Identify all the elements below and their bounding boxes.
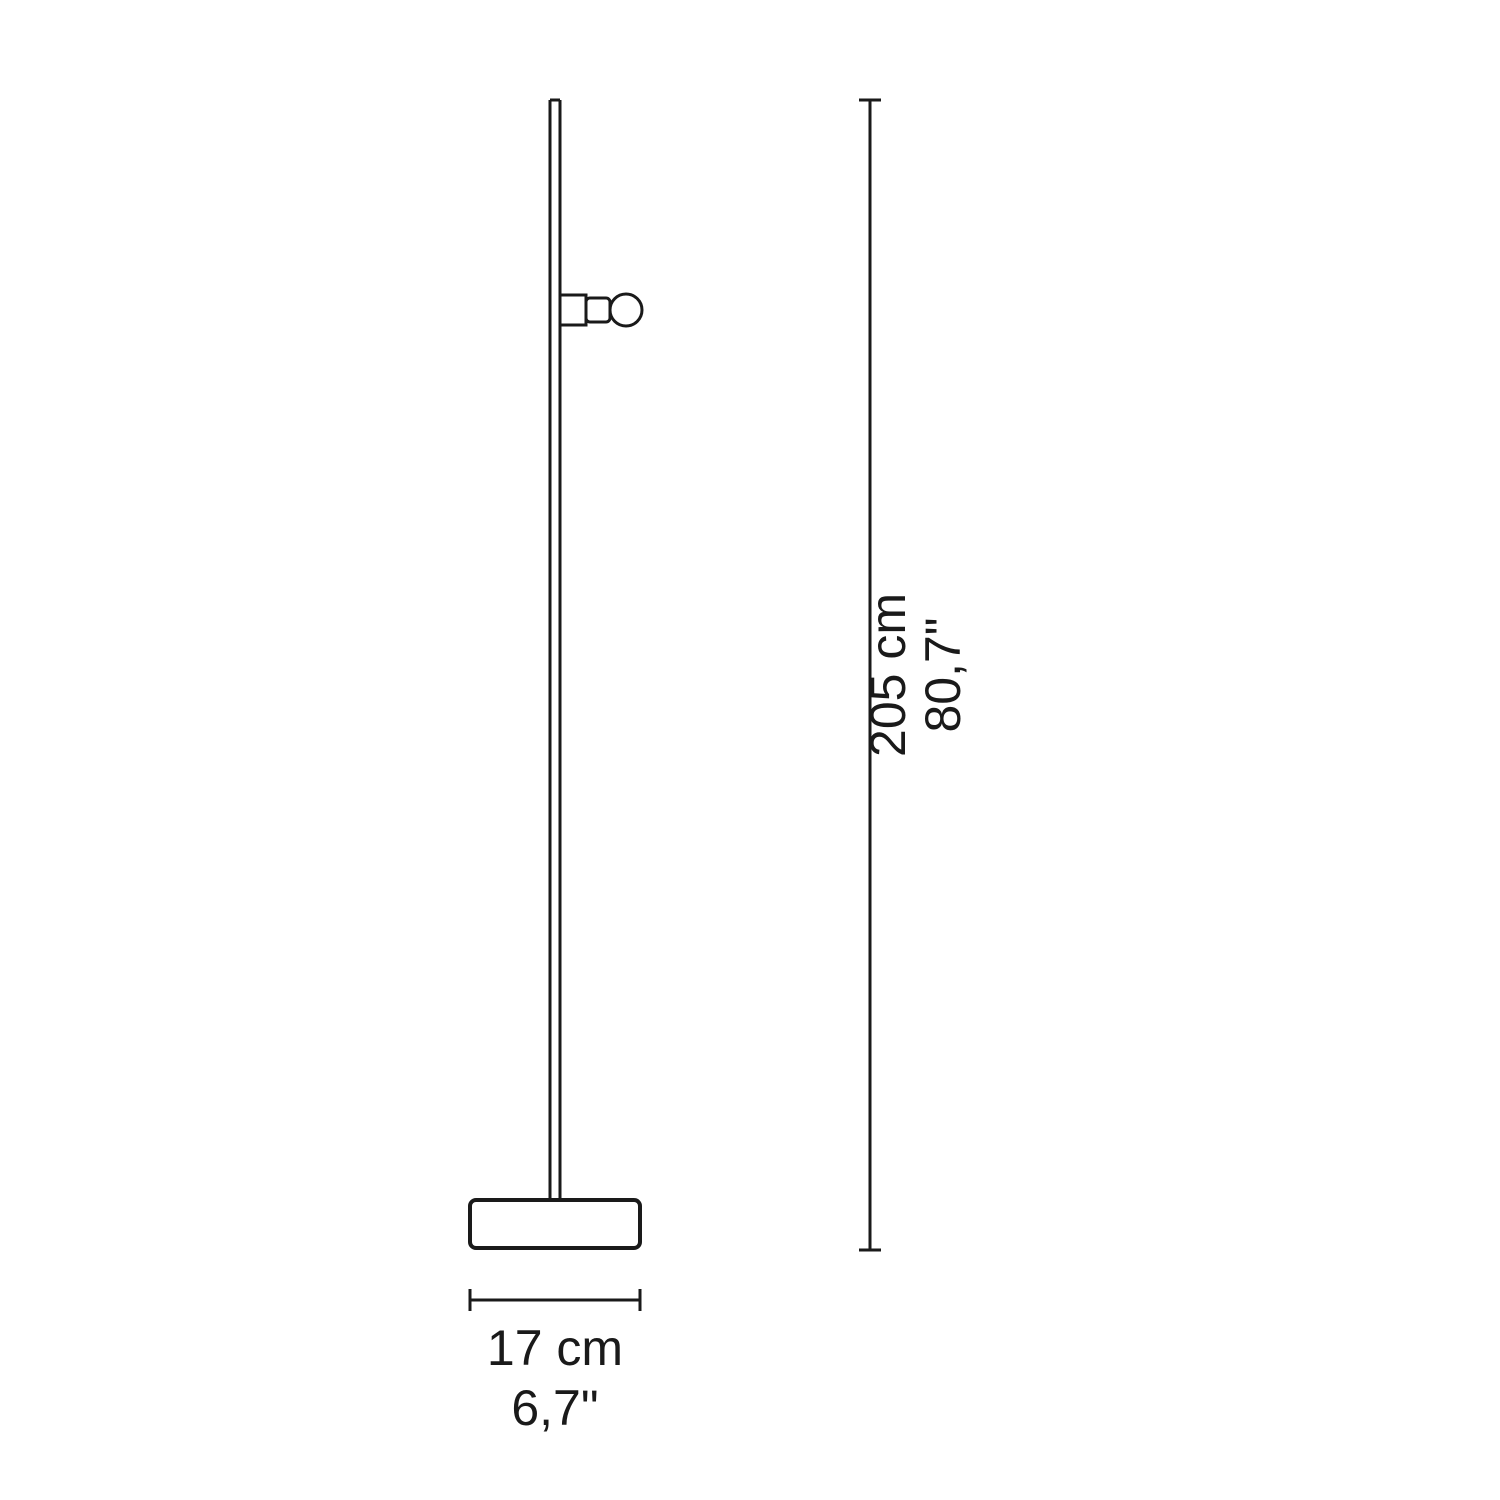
bulb-icon — [610, 294, 642, 326]
bulb-socket — [586, 298, 610, 322]
bulb-bracket — [560, 295, 586, 325]
lamp-base — [470, 1200, 640, 1248]
height-label-cm: 205 cm — [860, 593, 916, 757]
width-label-cm: 17 cm — [487, 1320, 623, 1376]
dimension-diagram: 205 cm80,7" 17 cm6,7" — [0, 0, 1500, 1500]
height-label-in: 80,7" — [915, 617, 971, 732]
width-label-in: 6,7" — [511, 1380, 598, 1436]
bulb-assembly — [560, 294, 642, 326]
